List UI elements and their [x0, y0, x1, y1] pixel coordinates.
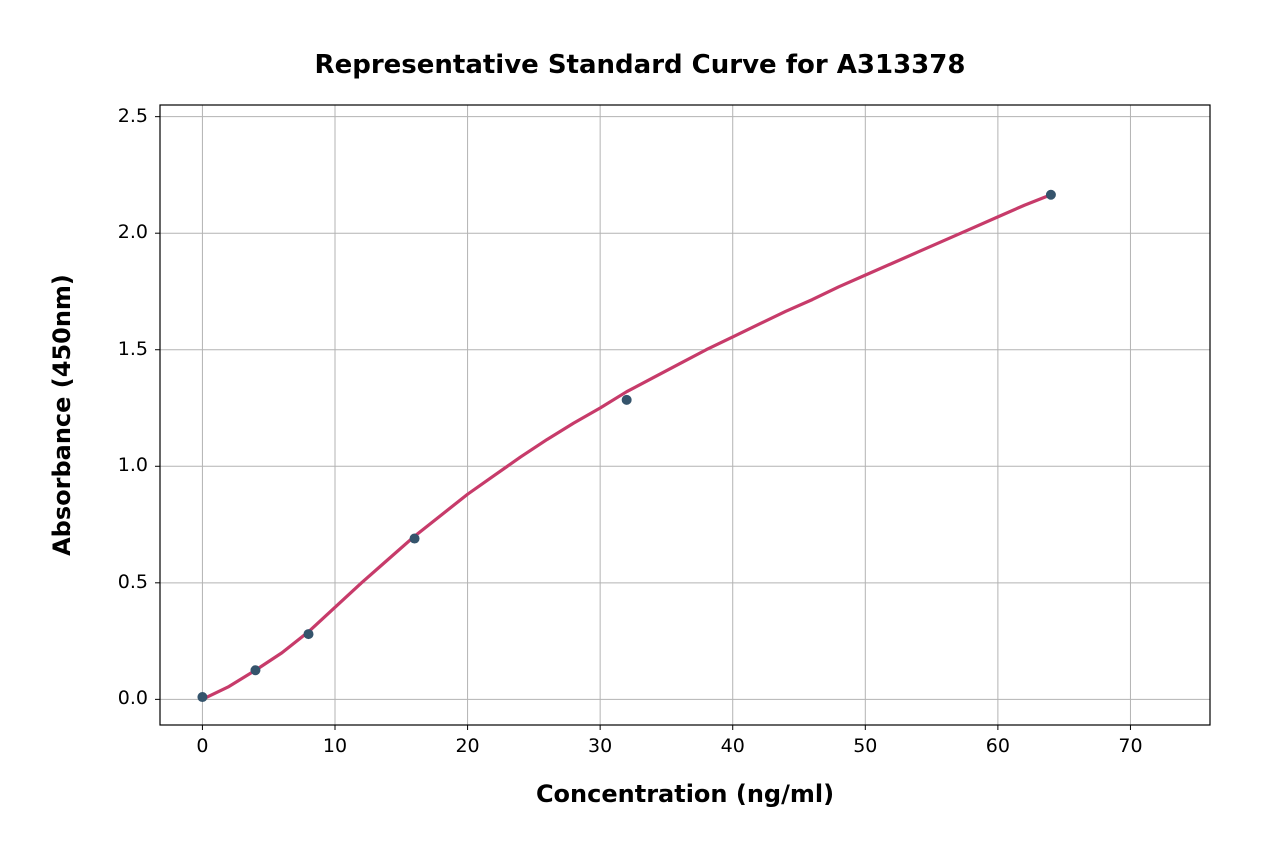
plot-area [160, 105, 1210, 725]
figure: Representative Standard Curve for A31337… [0, 0, 1280, 845]
x-tick-label: 20 [453, 735, 483, 757]
data-point [410, 534, 419, 543]
chart-title: Representative Standard Curve for A31337… [0, 50, 1280, 80]
x-tick-label: 0 [187, 735, 217, 757]
x-axis-label: Concentration (ng/ml) [160, 780, 1210, 808]
x-tick-label: 60 [983, 735, 1013, 757]
x-tick-label: 50 [850, 735, 880, 757]
data-point [1046, 190, 1055, 199]
data-point [198, 693, 207, 702]
y-tick-label: 0.5 [118, 571, 148, 593]
data-point [251, 666, 260, 675]
y-axis-label: Absorbance (450nm) [48, 105, 76, 725]
x-tick-label: 30 [585, 735, 615, 757]
y-tick-label: 0.0 [118, 687, 148, 709]
x-tick-label: 70 [1115, 735, 1145, 757]
x-tick-label: 40 [718, 735, 748, 757]
y-tick-label: 2.5 [118, 105, 148, 127]
y-tick-label: 1.0 [118, 454, 148, 476]
y-tick-label: 1.5 [118, 338, 148, 360]
data-point [304, 630, 313, 639]
data-point [622, 395, 631, 404]
x-tick-label: 10 [320, 735, 350, 757]
y-tick-label: 2.0 [118, 221, 148, 243]
